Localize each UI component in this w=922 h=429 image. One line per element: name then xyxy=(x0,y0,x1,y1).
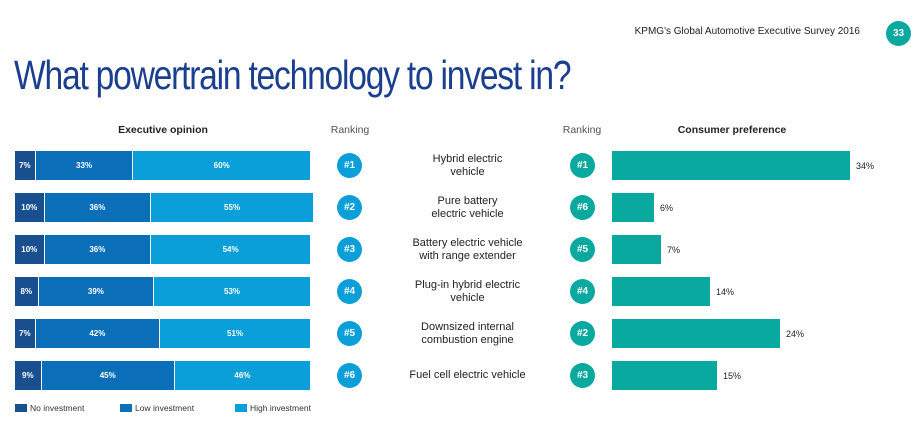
category-label-line: Fuel cell electric vehicle xyxy=(409,369,526,381)
consumer-value-label: 14% xyxy=(716,287,735,297)
executive-bar-segment-no-investment: 7% xyxy=(15,151,36,180)
category-label-line: Plug-in hybrid electric xyxy=(414,279,521,291)
consumer-bar xyxy=(612,235,661,264)
executive-rank-badge: #6 xyxy=(337,363,362,388)
executive-rank-badge: #4 xyxy=(337,279,362,304)
consumer-rank-badge: #3 xyxy=(570,363,595,388)
executive-bar-segment-low-investment: 36% xyxy=(44,193,152,222)
segment-value-label: 51% xyxy=(227,329,244,338)
legend-swatch xyxy=(120,404,132,412)
consumer-bar xyxy=(612,193,654,222)
segment-value-label: 10% xyxy=(21,245,38,254)
segment-value-label: 53% xyxy=(224,287,241,296)
segment-value-label: 54% xyxy=(222,245,239,254)
segment-value-label: 7% xyxy=(19,329,31,338)
consumer-preference-heading: Consumer preference xyxy=(677,124,787,136)
segment-value-label: 46% xyxy=(234,371,251,380)
consumer-value-label: 7% xyxy=(667,245,681,255)
executive-bar-segment-no-investment: 9% xyxy=(15,361,42,390)
executive-bar-segment-no-investment: 8% xyxy=(15,277,39,306)
executive-bar-segment-low-investment: 42% xyxy=(35,319,161,348)
executive-bar-segment-high-investment: 51% xyxy=(160,319,311,348)
category-label-line: vehicle xyxy=(450,292,485,304)
executive-bar-segment-low-investment: 39% xyxy=(38,277,155,306)
executive-rank-badge: #2 xyxy=(337,195,362,220)
executive-bar-segment-no-investment: 10% xyxy=(15,193,45,222)
category-label: Battery electric vehicle with range exten… xyxy=(395,237,540,263)
executive-bar-segment-high-investment: 55% xyxy=(151,193,314,222)
consumer-bar xyxy=(612,151,850,180)
executive-bar-segment-high-investment: 60% xyxy=(133,151,311,180)
segment-value-label: 36% xyxy=(89,203,106,212)
segment-value-label: 39% xyxy=(87,287,104,296)
segment-value-label: 10% xyxy=(21,203,38,212)
executive-bar-segment-low-investment: 33% xyxy=(35,151,134,180)
executive-bar-segment-low-investment: 45% xyxy=(41,361,175,390)
consumer-rank-badge: #5 xyxy=(570,237,595,262)
executive-bar-segment-high-investment: 54% xyxy=(151,235,311,264)
category-label-line: Battery electric vehicle xyxy=(412,237,523,249)
legend-low-investment: Low investment xyxy=(120,403,194,413)
executive-bar-segment-no-investment: 10% xyxy=(15,235,45,264)
category-label: Hybrid electric vehicle xyxy=(395,153,540,179)
segment-value-label: 36% xyxy=(89,245,106,254)
legend-swatch xyxy=(15,404,27,412)
legend-label: Low investment xyxy=(135,403,195,413)
executive-rank-badge: #1 xyxy=(337,153,362,178)
category-label: Plug-in hybrid electric vehicle xyxy=(395,279,540,305)
category-label: Fuel cell electric vehicle xyxy=(395,369,540,382)
consumer-rank-badge: #6 xyxy=(570,195,595,220)
segment-value-label: 45% xyxy=(99,371,116,380)
consumer-bar xyxy=(612,361,717,390)
consumer-value-label: 34% xyxy=(856,161,875,171)
segment-value-label: 60% xyxy=(213,161,230,170)
page-number-badge: 33 xyxy=(886,21,911,46)
segment-value-label: 42% xyxy=(89,329,106,338)
consumer-rank-badge: #4 xyxy=(570,279,595,304)
legend-high-investment: High investment xyxy=(235,403,311,413)
category-label-line: Pure battery xyxy=(437,195,498,207)
category-label-line: with range extender xyxy=(419,250,516,262)
executive-opinion-heading: Executive opinion xyxy=(118,124,208,136)
segment-value-label: 9% xyxy=(22,371,34,380)
executive-ranking-heading: Ranking xyxy=(330,124,370,136)
executive-bar-segment-no-investment: 7% xyxy=(15,319,36,348)
consumer-value-label: 15% xyxy=(723,371,742,381)
consumer-bar xyxy=(612,319,780,348)
executive-bar-segment-high-investment: 46% xyxy=(174,361,311,390)
category-label: Pure battery electric vehicle xyxy=(395,195,540,221)
legend-no-investment: No investment xyxy=(15,403,84,413)
executive-rank-badge: #3 xyxy=(337,237,362,262)
category-label-line: Hybrid electric xyxy=(432,153,503,165)
consumer-rank-badge: #1 xyxy=(570,153,595,178)
category-label: Downsized internal combustion engine xyxy=(395,321,540,347)
publication-title: KPMG's Global Automotive Executive Surve… xyxy=(634,26,860,37)
executive-bar-segment-low-investment: 36% xyxy=(44,235,152,264)
segment-value-label: 7% xyxy=(19,161,31,170)
consumer-bar xyxy=(612,277,710,306)
legend-swatch xyxy=(235,404,247,412)
consumer-value-label: 24% xyxy=(786,329,805,339)
executive-rank-badge: #5 xyxy=(337,321,362,346)
category-label-line: vehicle xyxy=(450,166,485,178)
consumer-rank-badge: #2 xyxy=(570,321,595,346)
segment-value-label: 33% xyxy=(76,161,93,170)
legend-label: High investment xyxy=(250,403,311,413)
executive-bar-segment-high-investment: 53% xyxy=(154,277,311,306)
consumer-value-label: 6% xyxy=(660,203,674,213)
category-label-line: Downsized internal xyxy=(421,321,514,333)
category-label-line: combustion engine xyxy=(421,334,514,346)
category-label-line: electric vehicle xyxy=(431,208,504,220)
legend-label: No investment xyxy=(30,403,85,413)
segment-value-label: 8% xyxy=(20,287,33,296)
consumer-ranking-heading: Ranking xyxy=(562,124,602,136)
segment-value-label: 55% xyxy=(224,203,241,212)
page-title: What powertrain technology to invest in? xyxy=(14,52,572,98)
